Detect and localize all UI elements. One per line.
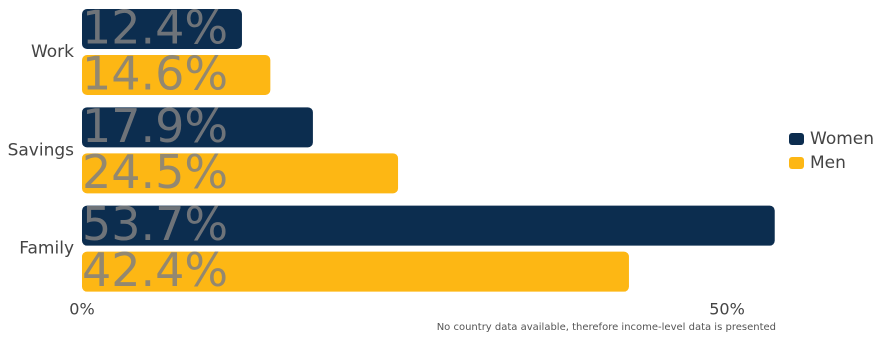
legend-swatch (789, 157, 804, 169)
legend-swatch (789, 133, 804, 145)
y-tick-label: Work (31, 42, 74, 62)
value-label: 24.5% (82, 145, 228, 199)
value-label: 42.4% (82, 243, 228, 297)
bar (82, 153, 399, 194)
x-tick-label: 0% (69, 300, 94, 319)
x-tick-label: 50% (709, 300, 745, 319)
bar (82, 9, 242, 49)
bar (82, 251, 629, 292)
value-label: 12.4% (82, 1, 228, 55)
value-label: 14.6% (82, 47, 228, 101)
legend-label: Men (810, 153, 846, 173)
footnote: No country data available, therefore inc… (437, 322, 776, 333)
value-label: 17.9% (82, 99, 228, 153)
y-tick-label: Savings (8, 140, 75, 160)
value-label: 53.7% (82, 197, 228, 251)
legend-label: Women (810, 129, 874, 149)
bar (82, 107, 313, 148)
bar (82, 205, 775, 246)
y-tick-label: Family (19, 239, 74, 259)
bar (82, 55, 271, 95)
